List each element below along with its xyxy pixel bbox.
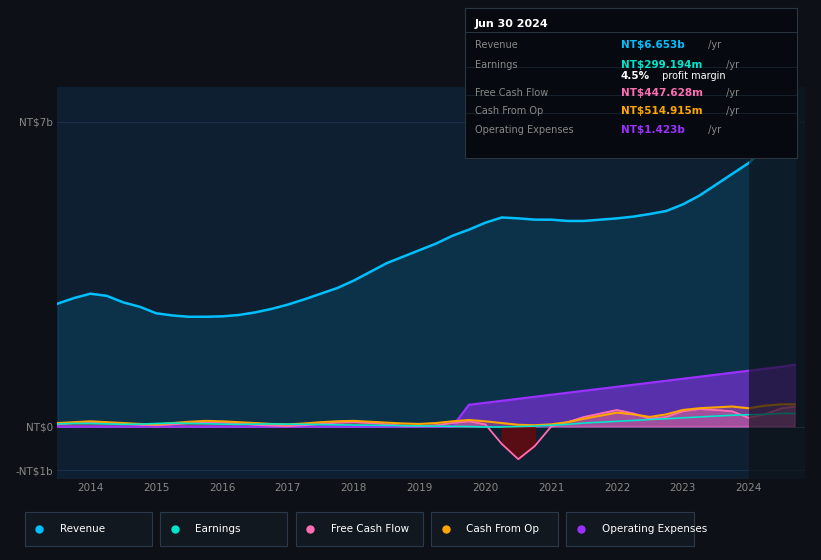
Text: /yr: /yr bbox=[704, 40, 721, 50]
Text: Operating Expenses: Operating Expenses bbox=[475, 125, 573, 136]
FancyBboxPatch shape bbox=[160, 512, 287, 546]
Text: Operating Expenses: Operating Expenses bbox=[602, 524, 707, 534]
Text: Cash From Op: Cash From Op bbox=[475, 106, 543, 116]
Text: /yr: /yr bbox=[704, 125, 721, 136]
Text: Revenue: Revenue bbox=[475, 40, 517, 50]
Text: Free Cash Flow: Free Cash Flow bbox=[475, 88, 548, 98]
Text: NT$514.915m: NT$514.915m bbox=[621, 106, 703, 116]
Text: Earnings: Earnings bbox=[195, 524, 241, 534]
Text: Earnings: Earnings bbox=[475, 60, 517, 70]
Text: Free Cash Flow: Free Cash Flow bbox=[331, 524, 409, 534]
FancyBboxPatch shape bbox=[431, 512, 558, 546]
Text: /yr: /yr bbox=[723, 60, 740, 70]
Bar bbox=[749, 78, 805, 479]
Text: NT$299.194m: NT$299.194m bbox=[621, 60, 702, 70]
Text: Revenue: Revenue bbox=[60, 524, 105, 534]
Text: 4.5%: 4.5% bbox=[621, 71, 650, 81]
FancyBboxPatch shape bbox=[25, 512, 152, 546]
Text: profit margin: profit margin bbox=[659, 71, 726, 81]
Text: NT$6.653b: NT$6.653b bbox=[621, 40, 685, 50]
Text: /yr: /yr bbox=[723, 88, 740, 98]
Text: /yr: /yr bbox=[723, 106, 740, 116]
Text: Cash From Op: Cash From Op bbox=[466, 524, 539, 534]
Text: NT$1.423b: NT$1.423b bbox=[621, 125, 685, 136]
FancyBboxPatch shape bbox=[566, 512, 694, 546]
Text: Jun 30 2024: Jun 30 2024 bbox=[475, 19, 548, 29]
FancyBboxPatch shape bbox=[296, 512, 423, 546]
Text: NT$447.628m: NT$447.628m bbox=[621, 88, 703, 98]
